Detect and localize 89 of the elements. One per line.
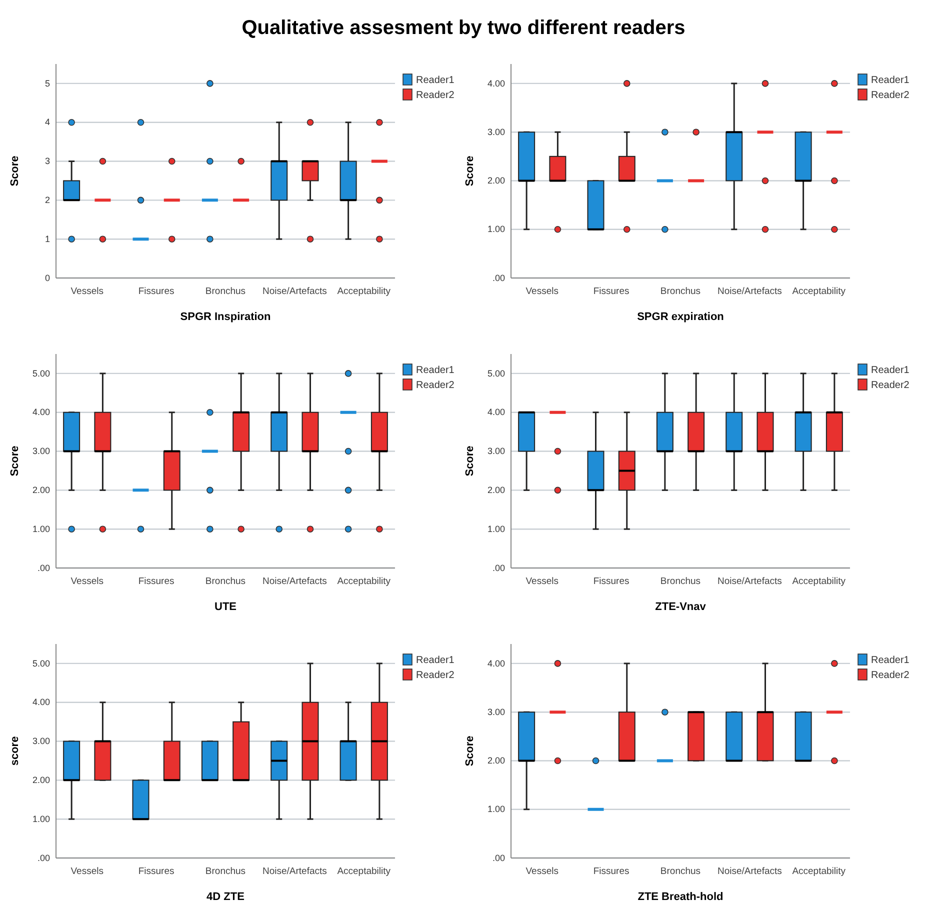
y-tick-label: 4.00: [487, 78, 505, 88]
y-axis-title: Score: [464, 736, 476, 766]
legend-label: Reader2: [871, 670, 910, 681]
x-tick-label: Noise/Artefacts: [717, 286, 782, 297]
x-tick-label: Vessels: [526, 576, 559, 587]
y-tick-label: 2.00: [487, 176, 505, 186]
x-tick-label: Noise/Artefacts: [262, 576, 328, 587]
y-tick-label: 1.00: [32, 524, 50, 534]
x-tick-label: Noise/Artefacts: [717, 576, 782, 587]
y-tick-label: 2.00: [32, 485, 50, 496]
x-tick-label: Vessels: [70, 286, 104, 297]
y-tick-label: 1.00: [32, 814, 50, 824]
legend-label: Reader1: [871, 75, 910, 86]
legend-label: Reader1: [416, 365, 455, 376]
legend-label: Reader2: [416, 670, 455, 681]
x-tick-label: Bronchus: [205, 576, 246, 587]
x-tick-label: Vessels: [70, 576, 104, 587]
y-tick-label: 1.00: [487, 804, 505, 814]
y-tick-label: 5.00: [32, 368, 50, 378]
y-tick-label: 5.00: [487, 368, 505, 378]
x-tick-label: Fissures: [593, 866, 630, 877]
y-tick-label: 1: [44, 234, 50, 244]
x-tick-label: Noise/Artefacts: [262, 866, 328, 877]
x-tick-label: Acceptability: [337, 576, 391, 587]
y-tick-label: .00: [37, 852, 50, 863]
legend-label: Reader1: [871, 365, 910, 376]
y-tick-label: 3.00: [487, 126, 505, 137]
x-tick-label: Acceptability: [337, 866, 391, 877]
y-tick-label: 2.00: [32, 775, 50, 786]
y-axis-title: score: [9, 736, 21, 766]
legend-label: Reader2: [871, 90, 910, 101]
x-tick-label: Vessels: [526, 866, 559, 877]
y-tick-label: 1.00: [487, 224, 505, 234]
y-tick-label: 2.00: [487, 756, 505, 766]
y-tick-label: 4: [44, 117, 50, 128]
legend-label: Reader1: [416, 655, 455, 666]
y-tick-label: 3: [44, 156, 50, 166]
x-axis-title: ZTE-Vnav: [655, 601, 707, 613]
y-tick-label: .00: [492, 562, 505, 573]
x-axis-title: ZTE Breath-hold: [638, 891, 724, 903]
x-tick-label: Acceptability: [792, 576, 846, 587]
y-tick-label: .00: [37, 562, 50, 573]
y-axis-title: Score: [9, 156, 21, 186]
y-tick-label: 5: [44, 78, 50, 88]
x-tick-label: Bronchus: [660, 286, 701, 297]
x-tick-label: Fissures: [593, 576, 630, 587]
y-tick-label: 3.00: [487, 706, 505, 717]
y-tick-label: 3.00: [32, 736, 50, 746]
x-tick-label: Noise/Artefacts: [262, 286, 328, 297]
legend-label: Reader1: [871, 655, 910, 666]
x-tick-label: Bronchus: [660, 576, 701, 587]
x-axis-title: SPGR Inspiration: [180, 311, 271, 323]
y-tick-label: 4.00: [487, 407, 505, 418]
x-axis-title: 4D ZTE: [206, 891, 244, 903]
y-tick-label: 4.00: [32, 697, 50, 708]
y-tick-label: .00: [492, 852, 505, 863]
y-tick-label: 3.00: [487, 446, 505, 456]
y-axis-title: Score: [9, 446, 21, 476]
legend-label: Reader2: [416, 380, 455, 391]
legend-label: Reader1: [416, 75, 455, 86]
x-tick-label: Acceptability: [792, 286, 846, 297]
x-tick-label: Fissures: [138, 866, 175, 877]
y-tick-label: 2.00: [487, 485, 505, 496]
legend-label: Reader2: [871, 380, 910, 391]
y-tick-label: 1.00: [487, 524, 505, 534]
x-tick-label: Noise/Artefacts: [717, 866, 782, 877]
x-axis-title: UTE: [214, 601, 236, 613]
y-tick-label: .00: [492, 272, 505, 283]
y-axis-title: Score: [464, 446, 476, 476]
legend-label: Reader2: [416, 90, 455, 101]
x-axis-title: SPGR expiration: [637, 311, 724, 323]
y-tick-label: 4.00: [487, 658, 505, 668]
x-tick-label: Fissures: [138, 286, 175, 297]
text: Qualitative assesment by two different readers: [242, 17, 686, 39]
x-tick-label: Bronchus: [205, 866, 246, 877]
y-tick-label: 2: [44, 195, 50, 206]
y-tick-label: 3.00: [32, 446, 50, 456]
y-axis-title: Score: [464, 156, 476, 186]
y-tick-label: 0: [44, 272, 50, 283]
x-tick-label: Acceptability: [792, 866, 846, 877]
x-tick-label: Acceptability: [337, 286, 391, 297]
y-tick-label: 4.00: [32, 407, 50, 418]
x-tick-label: Bronchus: [205, 286, 246, 297]
x-tick-label: Vessels: [526, 286, 559, 297]
x-tick-label: Fissures: [593, 286, 630, 297]
x-tick-label: Fissures: [138, 576, 175, 587]
y-tick-label: 5.00: [32, 658, 50, 668]
x-tick-label: Vessels: [70, 866, 104, 877]
x-tick-label: Bronchus: [660, 866, 701, 877]
